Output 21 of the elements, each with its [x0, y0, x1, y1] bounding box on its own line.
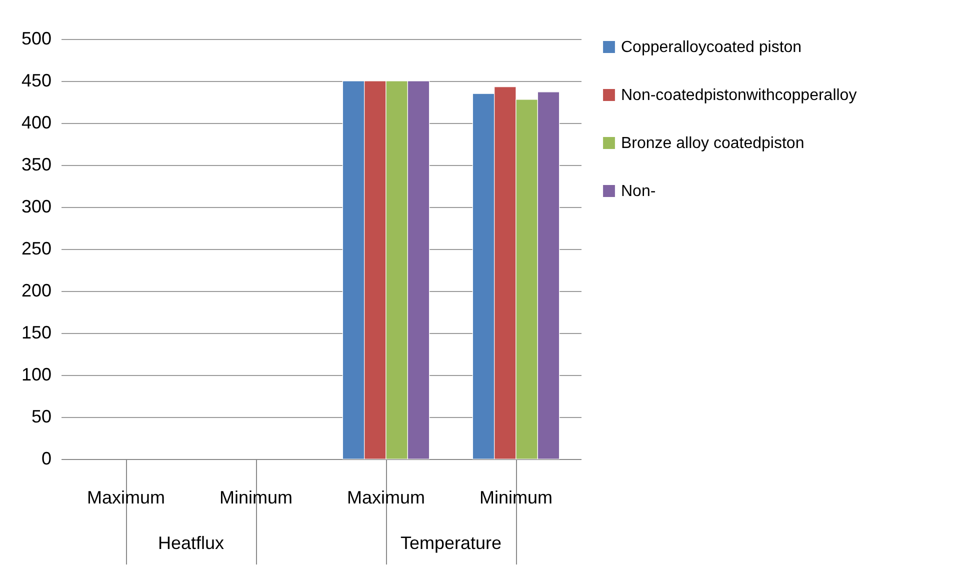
y-tick-label: 200: [21, 280, 52, 300]
text: Temperature: [400, 533, 502, 553]
y-tick-label: 500: [21, 28, 52, 48]
legend-label: Copperalloycoated piston: [621, 39, 802, 56]
y-tick-label: 50: [31, 406, 52, 426]
legend-label: Bronze alloy coatedpiston: [621, 135, 804, 152]
y-tick-label: 350: [21, 154, 52, 174]
y-tick-label: 300: [21, 196, 52, 216]
x-tick-label: Maximum: [86, 488, 166, 508]
x-tick-label: Minimum: [219, 488, 293, 508]
x-tick-label: Maximum: [346, 488, 426, 508]
y-tick-label: 250: [21, 238, 52, 258]
x-tick-label: Minimum: [479, 488, 553, 508]
y-tick-label: 100: [21, 364, 52, 384]
legend-label: Non-: [621, 183, 656, 200]
legend-label: Non-coatedpistonwithcopperalloy: [621, 87, 857, 104]
y-tick-label: 400: [21, 112, 52, 132]
y-tick-label: 450: [21, 70, 52, 90]
text: Heatflux: [158, 533, 224, 553]
y-tick-label: 0: [41, 448, 52, 468]
y-tick-label: 150: [21, 322, 52, 342]
